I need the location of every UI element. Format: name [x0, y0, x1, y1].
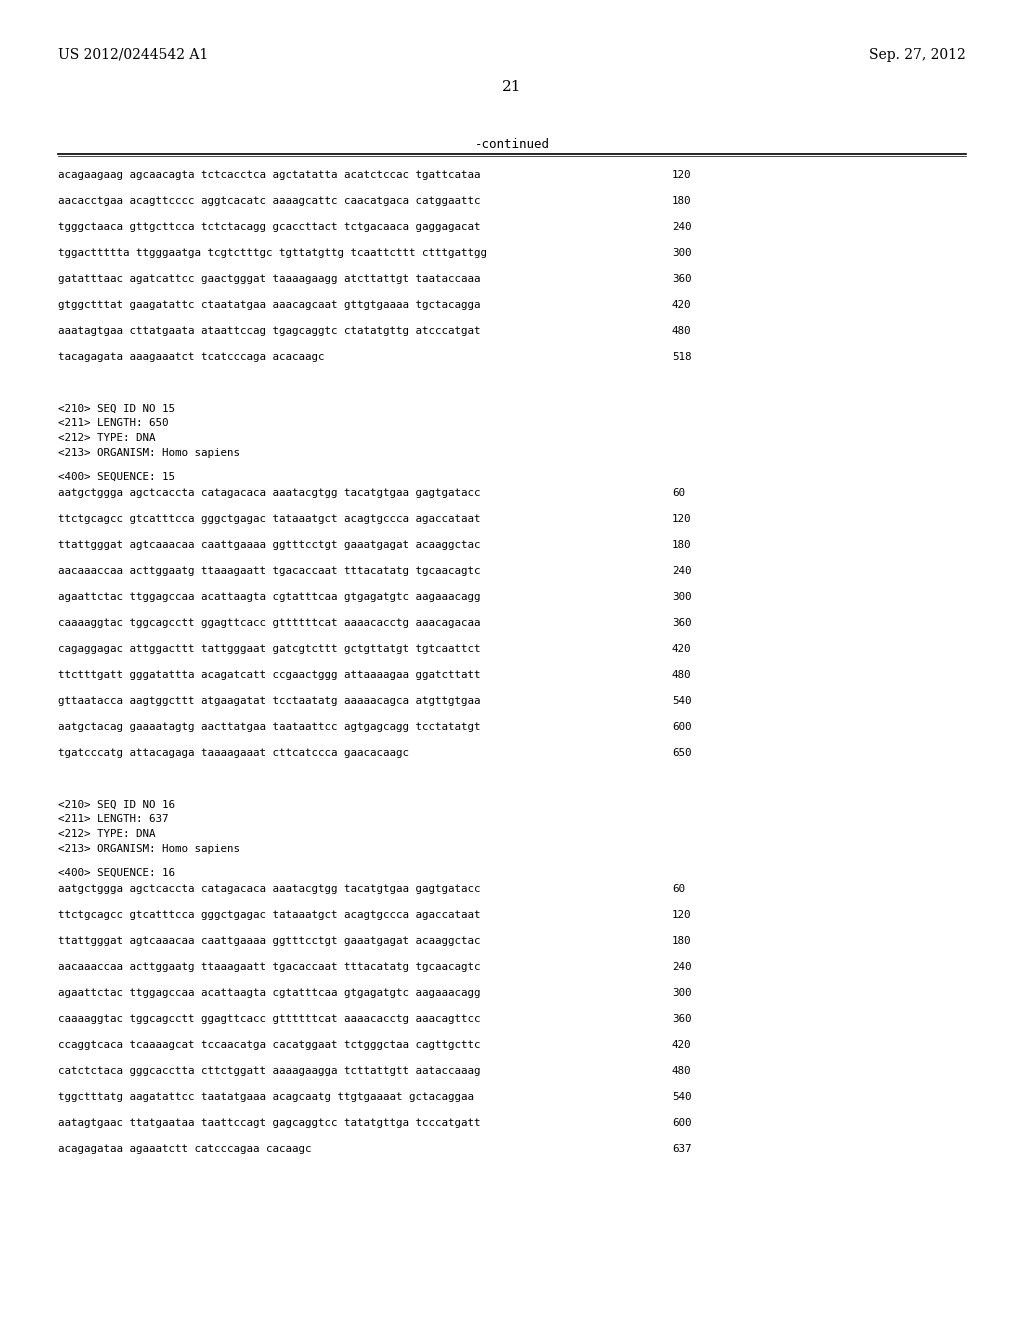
Text: 420: 420 — [672, 1040, 691, 1049]
Text: ccaggtcaca tcaaaagcat tccaacatga cacatggaat tctgggctaa cagttgcttc: ccaggtcaca tcaaaagcat tccaacatga cacatgg… — [58, 1040, 480, 1049]
Text: 480: 480 — [672, 1067, 691, 1076]
Text: 637: 637 — [672, 1144, 691, 1154]
Text: aacaaaccaa acttggaatg ttaaagaatt tgacaccaat tttacatatg tgcaacagtc: aacaaaccaa acttggaatg ttaaagaatt tgacacc… — [58, 566, 480, 576]
Text: 360: 360 — [672, 1014, 691, 1024]
Text: 420: 420 — [672, 300, 691, 310]
Text: 480: 480 — [672, 671, 691, 680]
Text: caaaaggtac tggcagcctt ggagttcacc gttttttcat aaaacacctg aaacagacaa: caaaaggtac tggcagcctt ggagttcacc gtttttt… — [58, 618, 480, 628]
Text: 120: 120 — [672, 513, 691, 524]
Text: 360: 360 — [672, 618, 691, 628]
Text: 300: 300 — [672, 987, 691, 998]
Text: -continued: -continued — [474, 139, 550, 150]
Text: gttaatacca aagtggcttt atgaagatat tcctaatatg aaaaacagca atgttgtgaa: gttaatacca aagtggcttt atgaagatat tcctaat… — [58, 696, 480, 706]
Text: 600: 600 — [672, 1118, 691, 1129]
Text: tggacttttta ttgggaatga tcgtctttgc tgttatgttg tcaattcttt ctttgattgg: tggacttttta ttgggaatga tcgtctttgc tgttat… — [58, 248, 487, 257]
Text: <400> SEQUENCE: 15: <400> SEQUENCE: 15 — [58, 473, 175, 482]
Text: 180: 180 — [672, 540, 691, 550]
Text: ttctttgatt gggatattta acagatcatt ccgaactggg attaaaagaa ggatcttatt: ttctttgatt gggatattta acagatcatt ccgaact… — [58, 671, 480, 680]
Text: gtggctttat gaagatattc ctaatatgaa aaacagcaat gttgtgaaaa tgctacagga: gtggctttat gaagatattc ctaatatgaa aaacagc… — [58, 300, 480, 310]
Text: 60: 60 — [672, 884, 685, 894]
Text: aaatagtgaa cttatgaata ataattccag tgagcaggtc ctatatgttg atcccatgat: aaatagtgaa cttatgaata ataattccag tgagcag… — [58, 326, 480, 337]
Text: tgatcccatg attacagaga taaaagaaat cttcatccca gaacacaagc: tgatcccatg attacagaga taaaagaaat cttcatc… — [58, 748, 409, 758]
Text: 120: 120 — [672, 909, 691, 920]
Text: <211> LENGTH: 650: <211> LENGTH: 650 — [58, 418, 169, 429]
Text: aatgctggga agctcaccta catagacaca aaatacgtgg tacatgtgaa gagtgatacc: aatgctggga agctcaccta catagacaca aaatacg… — [58, 488, 480, 498]
Text: ttattgggat agtcaaacaa caattgaaaa ggtttcctgt gaaatgagat acaaggctac: ttattgggat agtcaaacaa caattgaaaa ggtttcc… — [58, 540, 480, 550]
Text: ttattgggat agtcaaacaa caattgaaaa ggtttcctgt gaaatgagat acaaggctac: ttattgggat agtcaaacaa caattgaaaa ggtttcc… — [58, 936, 480, 946]
Text: 360: 360 — [672, 275, 691, 284]
Text: 300: 300 — [672, 591, 691, 602]
Text: 518: 518 — [672, 352, 691, 362]
Text: 120: 120 — [672, 170, 691, 180]
Text: 180: 180 — [672, 195, 691, 206]
Text: ttctgcagcc gtcatttcca gggctgagac tataaatgct acagtgccca agaccataat: ttctgcagcc gtcatttcca gggctgagac tataaat… — [58, 909, 480, 920]
Text: caaaaggtac tggcagcctt ggagttcacc gttttttcat aaaacacctg aaacagttcc: caaaaggtac tggcagcctt ggagttcacc gtttttt… — [58, 1014, 480, 1024]
Text: tacagagata aaagaaatct tcatcccaga acacaagc: tacagagata aaagaaatct tcatcccaga acacaag… — [58, 352, 325, 362]
Text: aatagtgaac ttatgaataa taattccagt gagcaggtcc tatatgttga tcccatgatt: aatagtgaac ttatgaataa taattccagt gagcagg… — [58, 1118, 480, 1129]
Text: 240: 240 — [672, 222, 691, 232]
Text: 300: 300 — [672, 248, 691, 257]
Text: catctctaca gggcacctta cttctggatt aaaagaagga tcttattgtt aataccaaag: catctctaca gggcacctta cttctggatt aaaagaa… — [58, 1067, 480, 1076]
Text: aacaaaccaa acttggaatg ttaaagaatt tgacaccaat tttacatatg tgcaacagtc: aacaaaccaa acttggaatg ttaaagaatt tgacacc… — [58, 962, 480, 972]
Text: <211> LENGTH: 637: <211> LENGTH: 637 — [58, 814, 169, 825]
Text: 600: 600 — [672, 722, 691, 733]
Text: 540: 540 — [672, 696, 691, 706]
Text: US 2012/0244542 A1: US 2012/0244542 A1 — [58, 48, 208, 62]
Text: 540: 540 — [672, 1092, 691, 1102]
Text: acagaagaag agcaacagta tctcacctca agctatatta acatctccac tgattcataa: acagaagaag agcaacagta tctcacctca agctata… — [58, 170, 480, 180]
Text: aatgctacag gaaaatagtg aacttatgaa taataattcc agtgagcagg tcctatatgt: aatgctacag gaaaatagtg aacttatgaa taataat… — [58, 722, 480, 733]
Text: agaattctac ttggagccaa acattaagta cgtatttcaa gtgagatgtc aagaaacagg: agaattctac ttggagccaa acattaagta cgtattt… — [58, 591, 480, 602]
Text: <210> SEQ ID NO 16: <210> SEQ ID NO 16 — [58, 800, 175, 810]
Text: <213> ORGANISM: Homo sapiens: <213> ORGANISM: Homo sapiens — [58, 447, 240, 458]
Text: acagagataa agaaatctt catcccagaa cacaagc: acagagataa agaaatctt catcccagaa cacaagc — [58, 1144, 311, 1154]
Text: 240: 240 — [672, 566, 691, 576]
Text: 240: 240 — [672, 962, 691, 972]
Text: <212> TYPE: DNA: <212> TYPE: DNA — [58, 433, 156, 444]
Text: <210> SEQ ID NO 15: <210> SEQ ID NO 15 — [58, 404, 175, 414]
Text: <212> TYPE: DNA: <212> TYPE: DNA — [58, 829, 156, 840]
Text: 650: 650 — [672, 748, 691, 758]
Text: tggctttatg aagatattcc taatatgaaa acagcaatg ttgtgaaaat gctacaggaa: tggctttatg aagatattcc taatatgaaa acagcaa… — [58, 1092, 474, 1102]
Text: 480: 480 — [672, 326, 691, 337]
Text: aacacctgaa acagttcccc aggtcacatc aaaagcattc caacatgaca catggaattc: aacacctgaa acagttcccc aggtcacatc aaaagca… — [58, 195, 480, 206]
Text: 60: 60 — [672, 488, 685, 498]
Text: aatgctggga agctcaccta catagacaca aaatacgtgg tacatgtgaa gagtgatacc: aatgctggga agctcaccta catagacaca aaatacg… — [58, 884, 480, 894]
Text: ttctgcagcc gtcatttcca gggctgagac tataaatgct acagtgccca agaccataat: ttctgcagcc gtcatttcca gggctgagac tataaat… — [58, 513, 480, 524]
Text: 180: 180 — [672, 936, 691, 946]
Text: Sep. 27, 2012: Sep. 27, 2012 — [869, 48, 966, 62]
Text: <400> SEQUENCE: 16: <400> SEQUENCE: 16 — [58, 869, 175, 878]
Text: 21: 21 — [502, 81, 522, 94]
Text: tgggctaaca gttgcttcca tctctacagg gcaccttact tctgacaaca gaggagacat: tgggctaaca gttgcttcca tctctacagg gcacctt… — [58, 222, 480, 232]
Text: <213> ORGANISM: Homo sapiens: <213> ORGANISM: Homo sapiens — [58, 843, 240, 854]
Text: 420: 420 — [672, 644, 691, 653]
Text: cagaggagac attggacttt tattgggaat gatcgtcttt gctgttatgt tgtcaattct: cagaggagac attggacttt tattgggaat gatcgtc… — [58, 644, 480, 653]
Text: gatatttaac agatcattcc gaactgggat taaaagaagg atcttattgt taataccaaa: gatatttaac agatcattcc gaactgggat taaaaga… — [58, 275, 480, 284]
Text: agaattctac ttggagccaa acattaagta cgtatttcaa gtgagatgtc aagaaacagg: agaattctac ttggagccaa acattaagta cgtattt… — [58, 987, 480, 998]
